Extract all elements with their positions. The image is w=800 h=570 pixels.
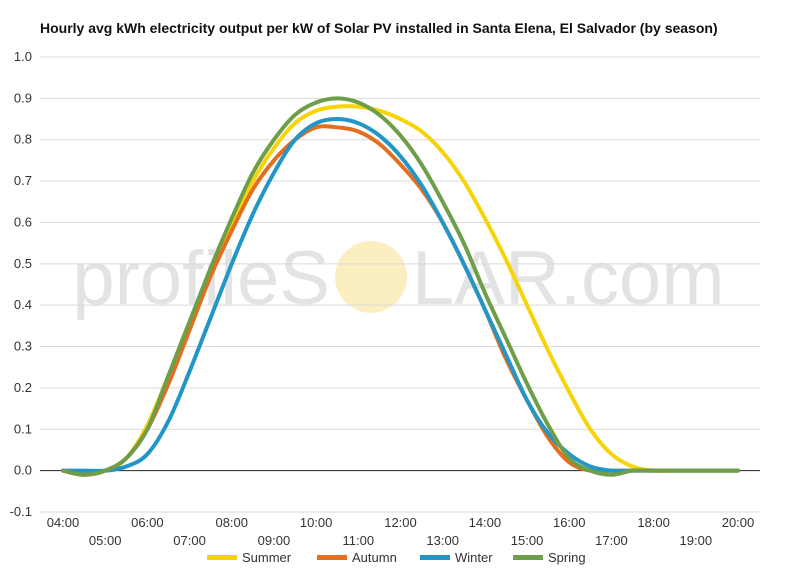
x-tick-label: 20:00: [722, 515, 755, 530]
legend: Summer Autumn Winter Spring: [207, 550, 586, 565]
legend-swatch-winter: [420, 555, 450, 560]
chart-title: Hourly avg kWh electricity output per kW…: [40, 20, 718, 36]
y-tick-label: 0.7: [14, 173, 32, 188]
legend-label-summer: Summer: [242, 550, 292, 565]
series-line-spring: [61, 96, 740, 477]
y-tick-label: 0.6: [14, 214, 32, 229]
x-tick-label: 11:00: [343, 533, 375, 548]
x-tick-label: 09:00: [258, 533, 291, 548]
x-tick-label: 06:00: [131, 515, 164, 530]
x-tick-label: 13:00: [426, 533, 459, 548]
y-tick-label: 0.9: [14, 90, 32, 105]
legend-label-spring: Spring: [548, 550, 586, 565]
watermark: profileS LAR.com: [72, 236, 724, 321]
watermark-text-right: LAR.com: [412, 236, 725, 321]
y-tick-label: 0.1: [14, 421, 32, 436]
y-axis-ticks: -0.1 0.0 0.1 0.2 0.3 0.4 0.5 0.6 0.7 0.8 0.9 1.0: [10, 49, 32, 519]
x-tick-label: 19:00: [680, 533, 713, 548]
x-tick-label: 04:00: [47, 515, 80, 530]
x-tick-label: 05:00: [89, 533, 122, 548]
legend-label-autumn: Autumn: [352, 550, 397, 565]
legend-swatch-spring: [513, 555, 543, 560]
y-tick-label: 0.5: [14, 256, 32, 271]
x-tick-label: 10:00: [300, 515, 333, 530]
watermark-text-left: profileS: [72, 236, 330, 321]
x-tick-label: 14:00: [469, 515, 502, 530]
y-tick-label: 0.3: [14, 339, 32, 354]
watermark-sun: [335, 241, 407, 313]
y-tick-label: 0.8: [14, 132, 32, 147]
x-axis-ticks: 04:00 06:00 08:00 10:00 12:00 14:00 16:00 18:00…: [47, 515, 755, 548]
legend-swatch-summer: [207, 555, 237, 560]
x-tick-label: 17:00: [595, 533, 628, 548]
x-tick-label: 07:00: [173, 533, 206, 548]
series-lines: [61, 96, 740, 477]
y-tick-label: 1.0: [14, 49, 32, 64]
x-tick-label: 18:00: [637, 515, 670, 530]
legend-label-winter: Winter: [455, 550, 493, 565]
legend-swatch-autumn: [317, 555, 347, 560]
x-tick-label: 16:00: [553, 515, 586, 530]
y-tick-label: -0.1: [10, 504, 32, 519]
x-tick-label: 15:00: [511, 533, 544, 548]
gridlines: [40, 56, 760, 513]
y-tick-label: 0.4: [14, 297, 32, 312]
y-tick-label: 0.0: [14, 463, 32, 478]
x-tick-label: 12:00: [384, 515, 417, 530]
y-tick-label: 0.2: [14, 380, 32, 395]
x-tick-label: 08:00: [215, 515, 248, 530]
